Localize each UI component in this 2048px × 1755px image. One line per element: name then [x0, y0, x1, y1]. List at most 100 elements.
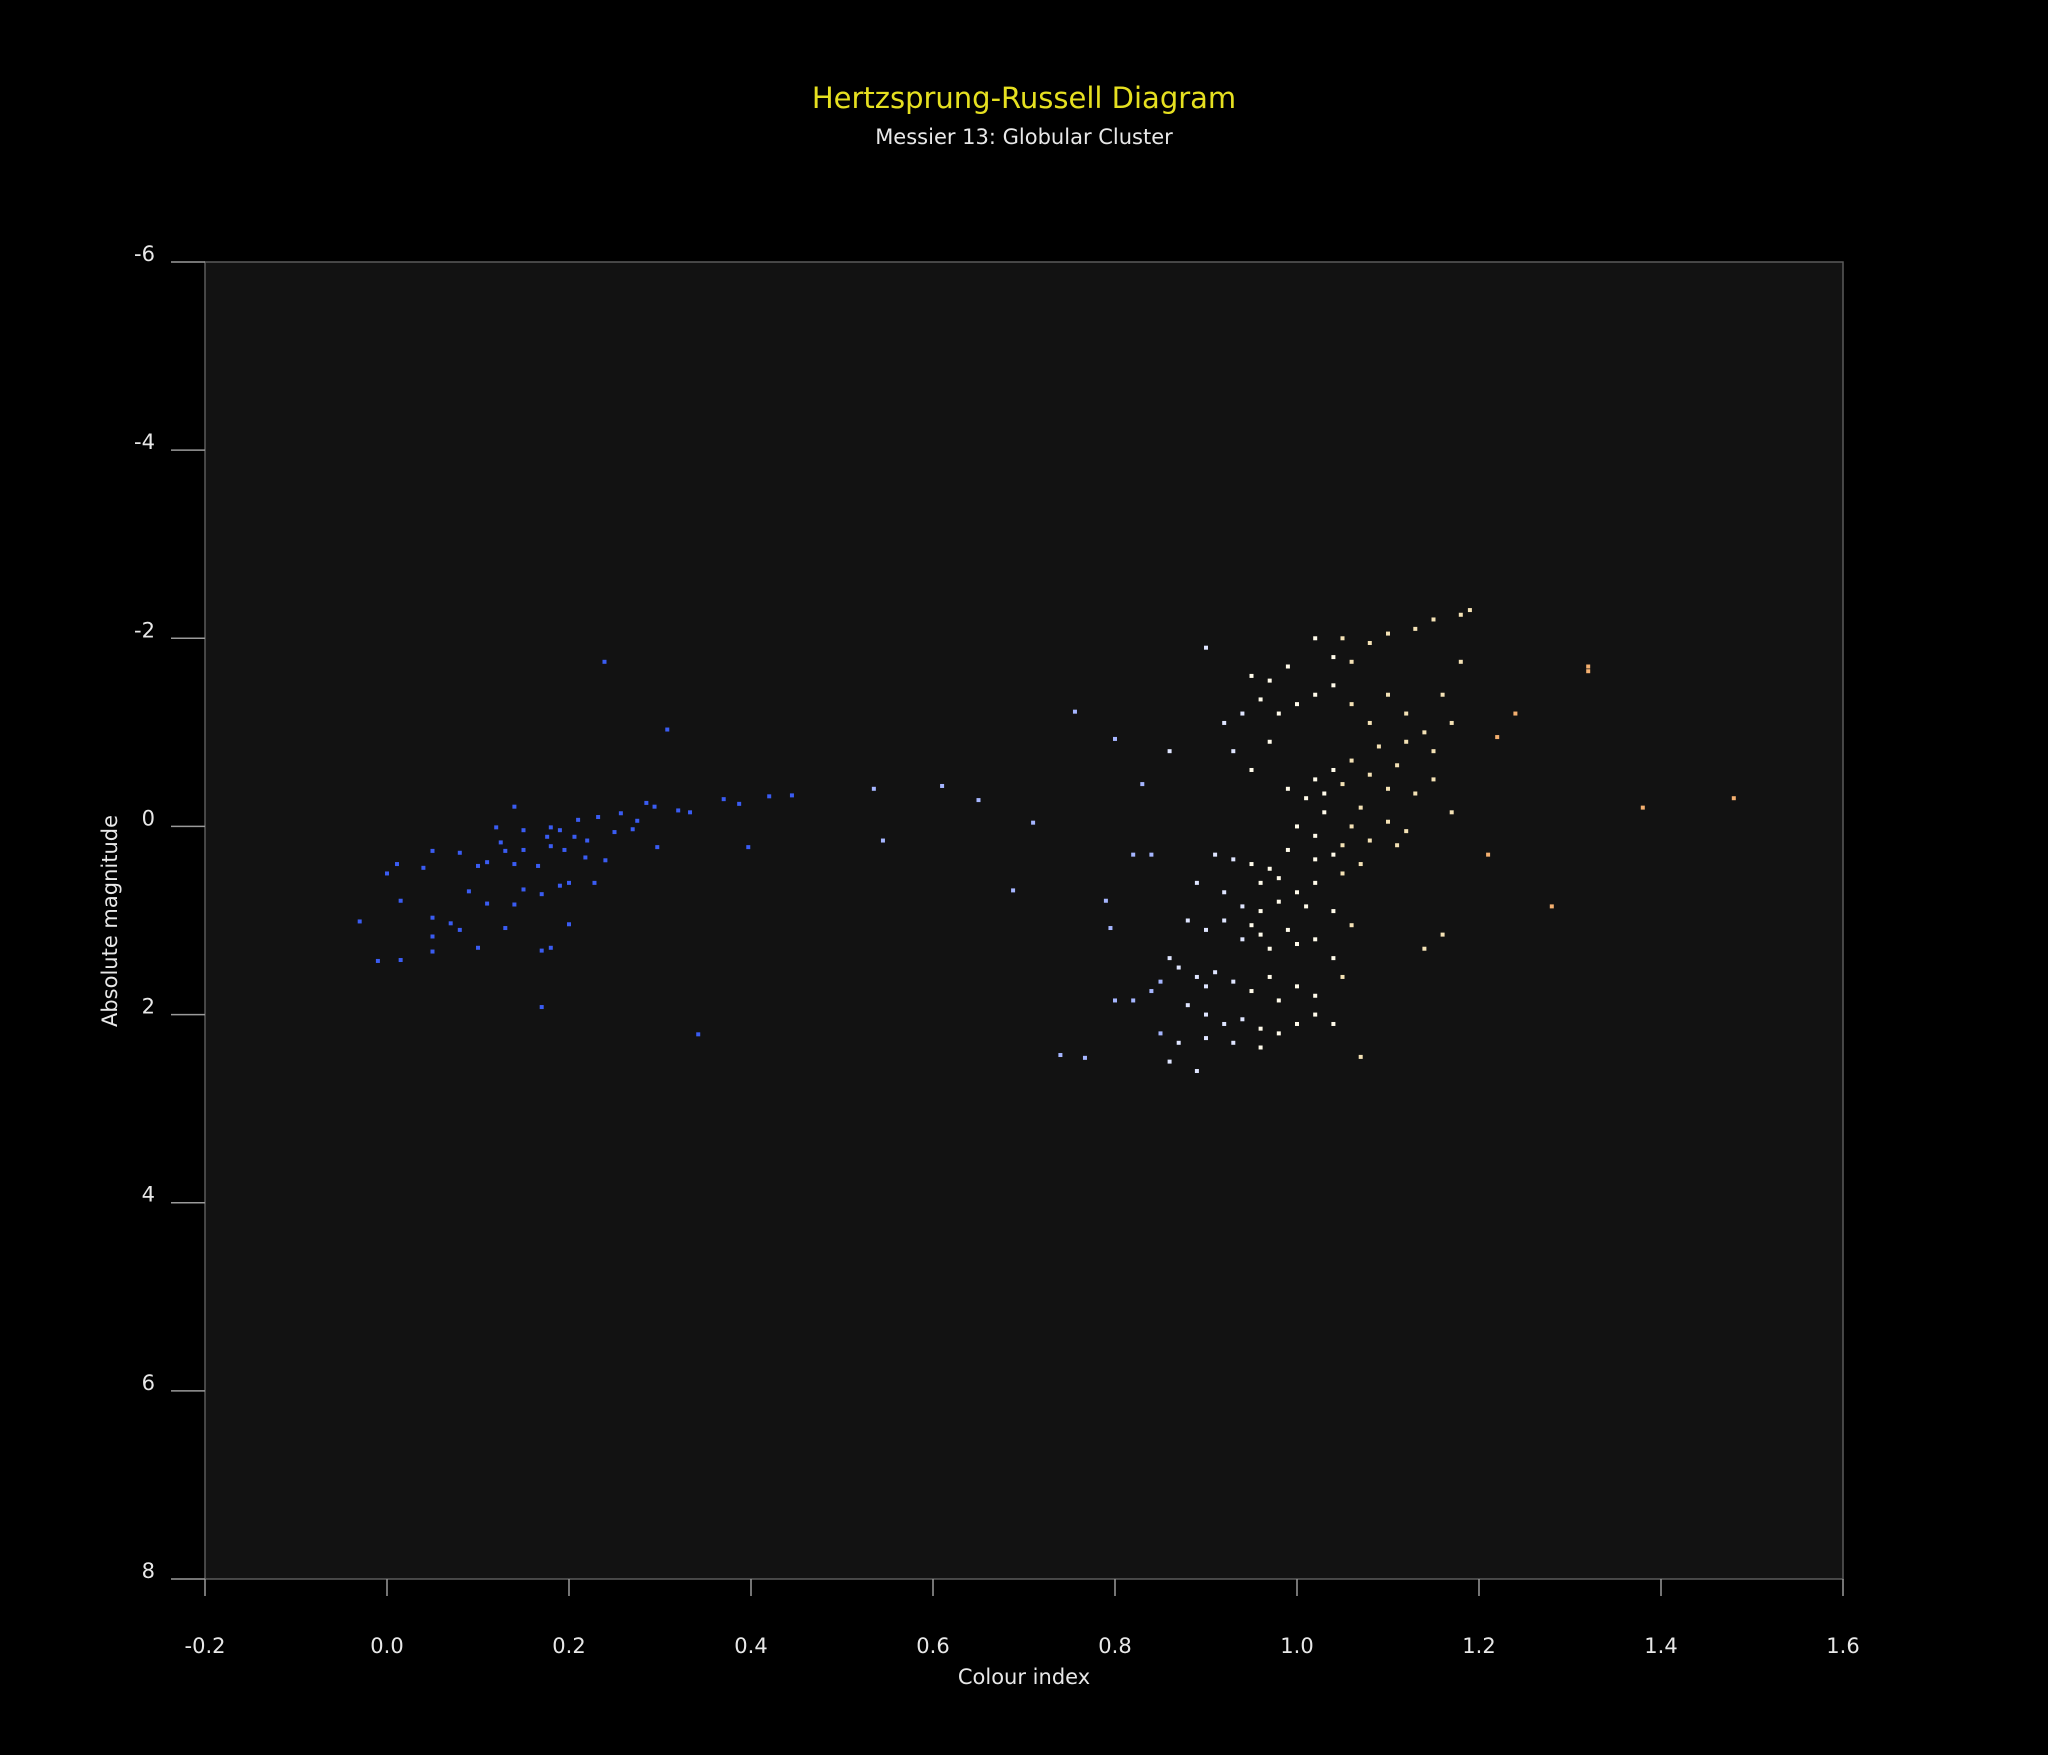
star-point	[1149, 989, 1154, 994]
star-point	[1113, 998, 1117, 1003]
star-point	[430, 848, 435, 853]
star-point	[1304, 796, 1309, 801]
star-point	[1322, 791, 1327, 796]
star-point	[940, 783, 945, 788]
star-point	[1313, 1012, 1318, 1017]
star-point	[665, 727, 670, 732]
x-axis-label: Colour index	[958, 1665, 1090, 1689]
star-point	[1586, 664, 1591, 669]
star-point	[1349, 824, 1354, 829]
star-point	[1131, 998, 1136, 1003]
x-tick-label: 0.4	[734, 1634, 767, 1658]
star-point	[635, 818, 640, 823]
star-point	[375, 958, 380, 963]
star-point	[521, 828, 526, 833]
star-point	[1313, 993, 1318, 998]
star-point	[421, 865, 426, 870]
star-point	[357, 919, 362, 924]
star-point	[1276, 998, 1281, 1003]
star-point	[1258, 880, 1263, 885]
star-point	[430, 915, 435, 920]
star-point	[688, 810, 693, 815]
star-point	[1404, 739, 1409, 744]
star-point	[1449, 720, 1454, 725]
star-point	[1304, 904, 1309, 909]
star-point	[1031, 820, 1036, 825]
star-point	[1194, 1069, 1199, 1074]
star-point	[476, 945, 480, 950]
x-tick-label: 0.8	[1098, 1634, 1131, 1658]
x-tick-label: 0.6	[916, 1634, 949, 1658]
star-point	[1204, 645, 1208, 650]
star-point	[430, 934, 435, 939]
star-point	[1458, 612, 1463, 617]
star-point	[1072, 709, 1077, 714]
star-point	[385, 871, 389, 876]
star-point	[612, 830, 617, 835]
star-point	[1140, 782, 1145, 787]
star-point	[1340, 974, 1345, 979]
star-point	[1158, 979, 1163, 984]
chart-subtitle: Messier 13: Globular Cluster	[875, 125, 1173, 149]
star-point	[539, 1005, 544, 1010]
star-point	[1367, 640, 1372, 645]
star-point	[398, 898, 403, 903]
star-point	[1258, 1026, 1263, 1031]
x-tick-label: 1.2	[1462, 1634, 1495, 1658]
x-tick-label: 0.2	[552, 1634, 585, 1658]
star-point	[1204, 1036, 1208, 1041]
star-point	[1108, 926, 1113, 931]
star-point	[576, 817, 581, 822]
star-point	[1358, 862, 1363, 867]
star-point	[1376, 744, 1381, 749]
star-point	[1331, 852, 1336, 857]
star-point	[1404, 711, 1409, 716]
star-point	[721, 797, 726, 802]
x-tick-label: 1.4	[1644, 1634, 1677, 1658]
star-point	[1513, 711, 1518, 716]
star-point	[494, 825, 499, 830]
star-point	[1267, 739, 1272, 744]
star-point	[1386, 819, 1390, 824]
star-point	[1231, 979, 1236, 984]
star-point	[512, 902, 517, 907]
star-point	[1331, 767, 1336, 772]
star-point	[1258, 1045, 1263, 1050]
star-point	[583, 855, 588, 860]
star-point	[592, 880, 597, 885]
star-point	[1331, 655, 1336, 660]
star-point	[485, 860, 490, 865]
star-point	[1295, 984, 1299, 989]
star-point	[1731, 796, 1736, 801]
star-point	[430, 949, 435, 954]
star-point	[1258, 909, 1263, 914]
star-point	[880, 838, 885, 843]
star-point	[1367, 720, 1372, 725]
star-point	[1285, 847, 1290, 852]
star-point	[539, 892, 544, 897]
star-point	[1349, 758, 1354, 763]
star-point	[1276, 899, 1281, 904]
star-point	[1131, 852, 1136, 857]
star-point	[871, 786, 876, 791]
star-point	[1249, 923, 1254, 928]
star-point	[1404, 829, 1409, 834]
chart-title: Hertzsprung-Russell Diagram	[812, 81, 1236, 115]
y-tick-label: -2	[134, 618, 155, 642]
star-point	[1231, 749, 1236, 754]
star-point	[1422, 730, 1427, 735]
star-point	[1285, 664, 1290, 669]
star-point	[1285, 786, 1290, 791]
star-point	[585, 838, 590, 843]
star-point	[1276, 1031, 1281, 1036]
star-point	[1222, 1021, 1227, 1026]
y-tick-label: 0	[142, 806, 155, 830]
star-point	[1295, 890, 1299, 895]
star-point	[1586, 669, 1591, 674]
star-point	[457, 927, 462, 932]
star-point	[1349, 702, 1354, 707]
star-point	[1267, 946, 1272, 951]
y-tick-label: -4	[134, 430, 155, 454]
star-point	[457, 850, 462, 855]
